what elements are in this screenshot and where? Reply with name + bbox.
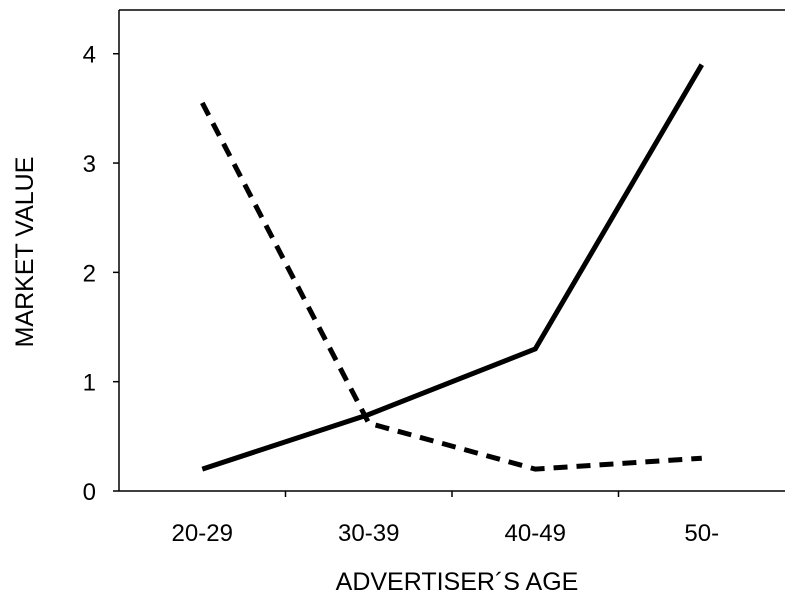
y-axis-ticks: 0 1 2 3 4	[83, 42, 119, 506]
series-line-dashed	[200, 101, 702, 472]
y-tick-label: 4	[83, 42, 96, 69]
series-lines	[200, 63, 704, 472]
y-tick-label: 3	[83, 151, 96, 178]
x-axis-title: ADVERTISER´S AGE	[336, 568, 579, 594]
y-tick-label: 0	[83, 479, 96, 506]
x-tick-label: 50-	[684, 520, 719, 547]
x-tick-label: 20-29	[172, 520, 233, 547]
y-tick-label: 2	[83, 260, 96, 287]
series-line-solid	[201, 63, 704, 472]
x-tick-label: 40-49	[505, 520, 566, 547]
plot-frame	[118, 9, 785, 492]
y-axis-title: MARKET VALUE	[11, 157, 39, 348]
x-axis-ticks: 20-29 30-39 40-49 50-	[172, 491, 719, 547]
y-tick-label: 1	[83, 370, 96, 397]
x-tick-label: 30-39	[338, 520, 399, 547]
